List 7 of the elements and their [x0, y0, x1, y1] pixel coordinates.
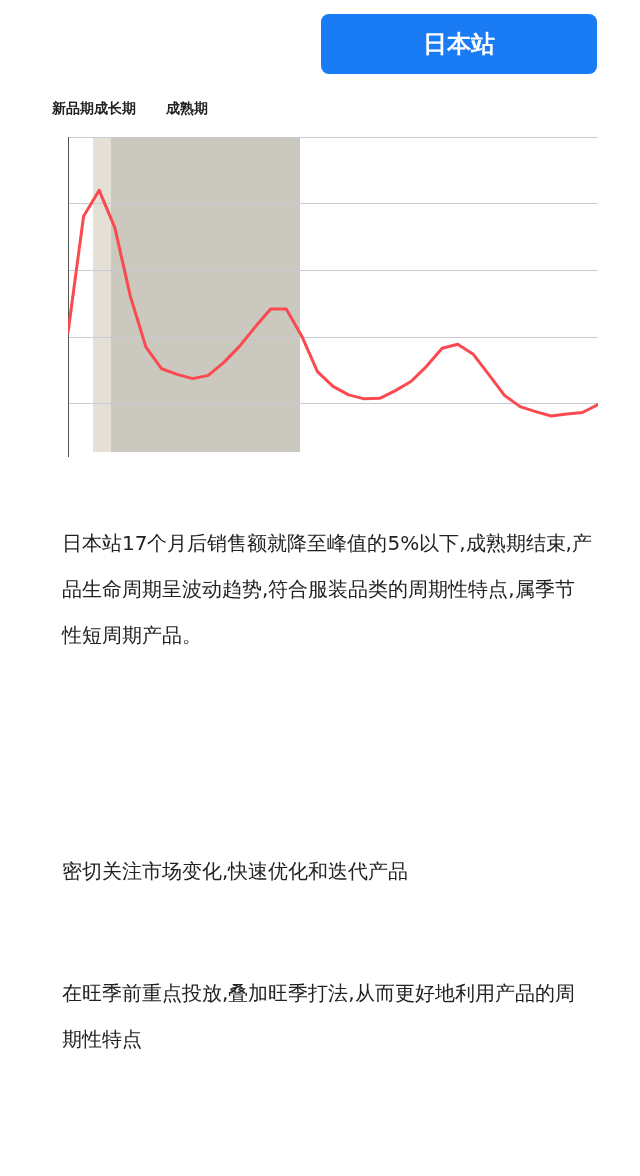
text: 在旺季前重点投放,叠加旺季打法,从而更好地利用产品的周期性特点 — [62, 980, 576, 1053]
text: 成长期 — [94, 100, 136, 116]
text: 成熟期 — [166, 100, 208, 116]
chart-title: 日本站 — [321, 14, 597, 74]
text: 密切关注市场变化,快速优化和迭代产品 — [62, 858, 410, 885]
text: 新品期 — [52, 100, 94, 116]
text: 日本站17个月后销售额就降至峰值的5%以下,成熟期结束,产品生命周期呈波动趋势,符合服装品类的周期性特点,属季节性短周期产品。 — [62, 530, 592, 649]
